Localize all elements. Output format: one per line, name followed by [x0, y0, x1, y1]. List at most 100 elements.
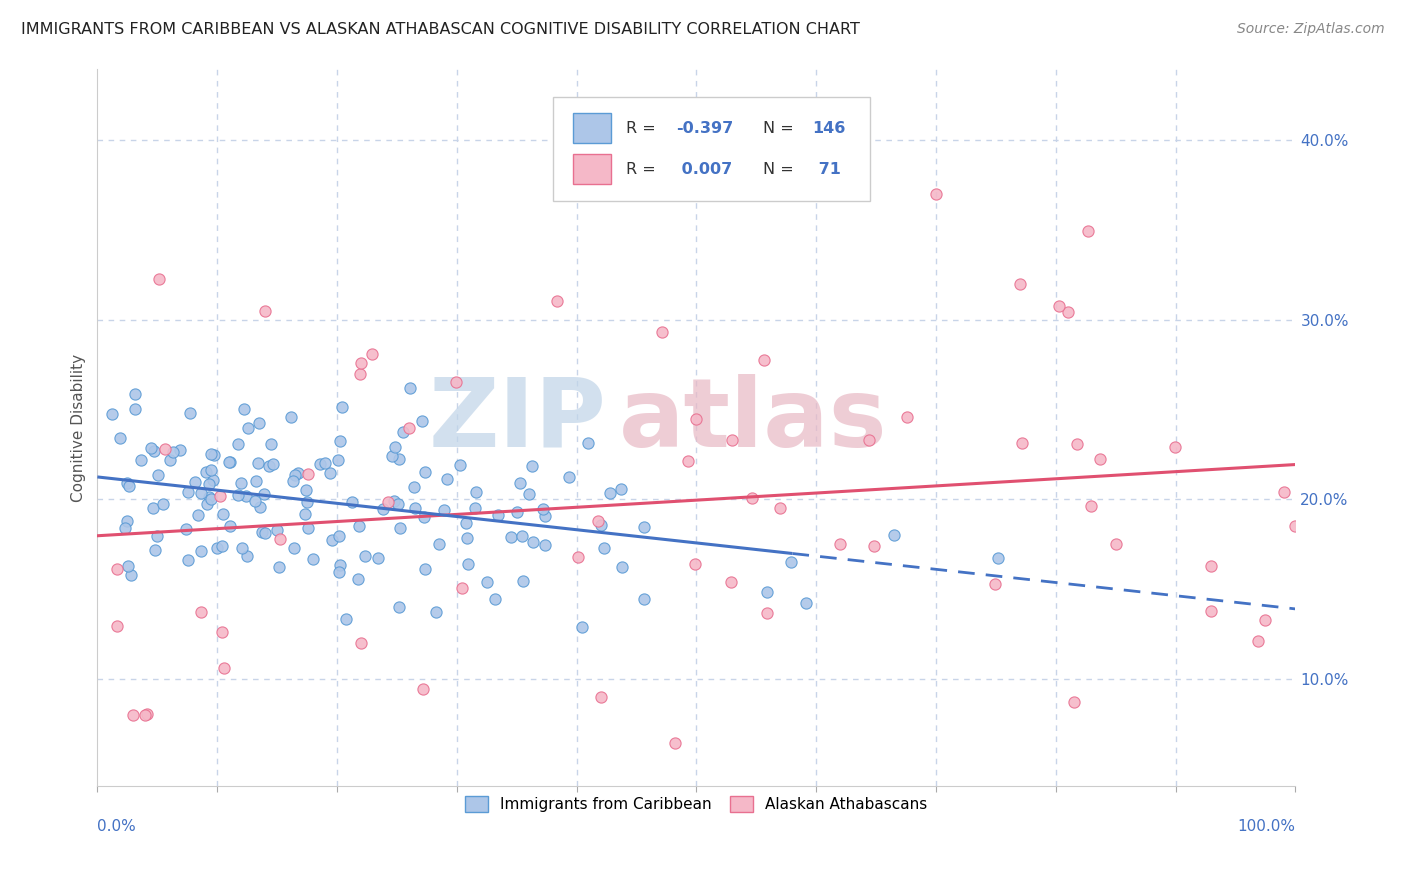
Point — [1080, 499, 1102, 513]
Point — [349, 368, 371, 382]
Point — [176, 552, 198, 566]
Point — [297, 521, 319, 535]
Point — [404, 480, 426, 494]
Point — [297, 467, 319, 481]
Point — [176, 522, 198, 536]
Point — [328, 528, 350, 542]
Text: 0.007: 0.007 — [676, 161, 733, 177]
Point — [863, 539, 886, 553]
Point — [1063, 695, 1085, 709]
Text: R =: R = — [626, 120, 661, 136]
Point — [501, 530, 523, 544]
Point — [231, 541, 253, 556]
Point — [858, 434, 880, 448]
Text: N =: N = — [763, 161, 800, 177]
Point — [576, 435, 599, 450]
Point — [250, 524, 273, 539]
Point — [218, 455, 240, 469]
Point — [512, 574, 534, 589]
Point — [633, 519, 655, 533]
Point — [253, 486, 276, 500]
Point — [678, 454, 700, 468]
Point — [148, 467, 170, 482]
Point — [114, 521, 136, 535]
Point — [522, 458, 544, 473]
Point — [449, 458, 471, 472]
Point — [571, 619, 593, 633]
Point — [321, 533, 343, 547]
Point — [412, 681, 434, 696]
Point — [200, 447, 222, 461]
Point — [205, 541, 228, 555]
Point — [314, 456, 336, 470]
Point — [433, 503, 456, 517]
Point — [184, 475, 207, 489]
Point — [153, 442, 176, 457]
Point — [546, 293, 568, 308]
Point — [1088, 452, 1111, 467]
Point — [984, 577, 1007, 591]
Point — [534, 508, 557, 523]
Point — [388, 452, 411, 467]
Point — [531, 502, 554, 516]
Point — [330, 400, 353, 414]
Point — [454, 516, 477, 530]
Point — [340, 494, 363, 508]
Text: Source: ZipAtlas.com: Source: ZipAtlas.com — [1237, 22, 1385, 37]
Point — [1164, 440, 1187, 454]
Point — [187, 508, 209, 522]
Point — [685, 411, 707, 425]
Point — [318, 466, 340, 480]
Point — [135, 707, 157, 722]
Point — [411, 414, 433, 428]
Point — [610, 482, 633, 496]
Point — [335, 612, 357, 626]
Point — [925, 187, 948, 202]
Point — [249, 500, 271, 515]
Point — [226, 488, 249, 502]
Point — [427, 537, 450, 551]
Y-axis label: Cognitive Disability: Cognitive Disability — [72, 353, 86, 501]
Point — [457, 557, 479, 571]
Point — [592, 541, 614, 555]
Text: -0.397: -0.397 — [676, 120, 734, 136]
Point — [179, 405, 201, 419]
FancyBboxPatch shape — [553, 97, 870, 202]
Point — [1105, 537, 1128, 551]
Point — [190, 486, 212, 500]
Point — [190, 605, 212, 619]
Point — [1272, 485, 1295, 500]
Point — [197, 490, 219, 504]
Point — [633, 592, 655, 607]
Point — [219, 519, 242, 533]
Point — [118, 478, 141, 492]
Point — [211, 508, 233, 522]
Point — [280, 410, 302, 425]
FancyBboxPatch shape — [574, 154, 612, 184]
Point — [229, 475, 252, 490]
Point — [200, 463, 222, 477]
Point — [108, 431, 131, 445]
Point — [361, 347, 384, 361]
Point — [247, 457, 270, 471]
Point — [115, 475, 138, 490]
Point — [254, 303, 277, 318]
Point — [350, 636, 373, 650]
Point — [586, 514, 609, 528]
Legend: Immigrants from Caribbean, Alaskan Athabascans: Immigrants from Caribbean, Alaskan Athab… — [458, 790, 934, 818]
Point — [329, 558, 352, 572]
Text: 71: 71 — [813, 161, 841, 177]
Point — [202, 448, 225, 462]
Point — [1284, 519, 1306, 533]
Point — [124, 401, 146, 416]
Point — [120, 567, 142, 582]
Point — [309, 457, 332, 471]
Point — [484, 591, 506, 606]
Point — [1199, 558, 1222, 573]
Point — [328, 434, 350, 449]
Text: 100.0%: 100.0% — [1237, 819, 1295, 834]
Point — [169, 443, 191, 458]
Point — [534, 538, 557, 552]
Point — [755, 606, 778, 620]
Point — [107, 618, 129, 632]
